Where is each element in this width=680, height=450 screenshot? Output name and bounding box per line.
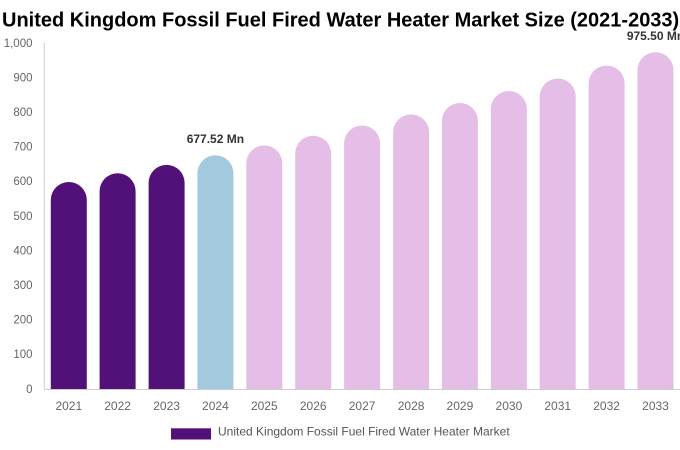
svg-text:0: 0 bbox=[26, 384, 32, 396]
svg-text:2030: 2030 bbox=[496, 399, 523, 413]
svg-text:975.50 Mn: 975.50 Mn bbox=[627, 29, 680, 43]
svg-text:2033: 2033 bbox=[642, 399, 669, 413]
svg-text:2022: 2022 bbox=[104, 399, 131, 413]
svg-text:900: 900 bbox=[13, 72, 32, 84]
svg-text:2026: 2026 bbox=[300, 399, 327, 413]
svg-text:2029: 2029 bbox=[447, 399, 474, 413]
svg-text:500: 500 bbox=[13, 211, 32, 223]
svg-text:200: 200 bbox=[13, 315, 32, 327]
svg-text:United Kingdom Fossil Fuel Fir: United Kingdom Fossil Fuel Fired Water H… bbox=[218, 425, 510, 439]
svg-text:600: 600 bbox=[13, 176, 32, 188]
svg-text:677.52 Mn: 677.52 Mn bbox=[187, 132, 244, 146]
svg-text:400: 400 bbox=[13, 245, 32, 257]
svg-text:2021: 2021 bbox=[55, 399, 82, 413]
svg-text:2031: 2031 bbox=[544, 399, 571, 413]
svg-text:2023: 2023 bbox=[153, 399, 180, 413]
svg-text:2024: 2024 bbox=[202, 399, 229, 413]
svg-text:2027: 2027 bbox=[349, 399, 376, 413]
svg-text:2025: 2025 bbox=[251, 399, 278, 413]
svg-text:2028: 2028 bbox=[398, 399, 425, 413]
svg-text:United Kingdom Fossil Fuel Fir: United Kingdom Fossil Fuel Fired Water H… bbox=[2, 10, 679, 32]
svg-text:800: 800 bbox=[13, 107, 32, 119]
svg-text:100: 100 bbox=[13, 349, 32, 361]
svg-text:300: 300 bbox=[13, 280, 32, 292]
svg-text:2032: 2032 bbox=[593, 399, 620, 413]
svg-text:700: 700 bbox=[13, 142, 32, 154]
svg-text:1,000: 1,000 bbox=[4, 38, 33, 50]
